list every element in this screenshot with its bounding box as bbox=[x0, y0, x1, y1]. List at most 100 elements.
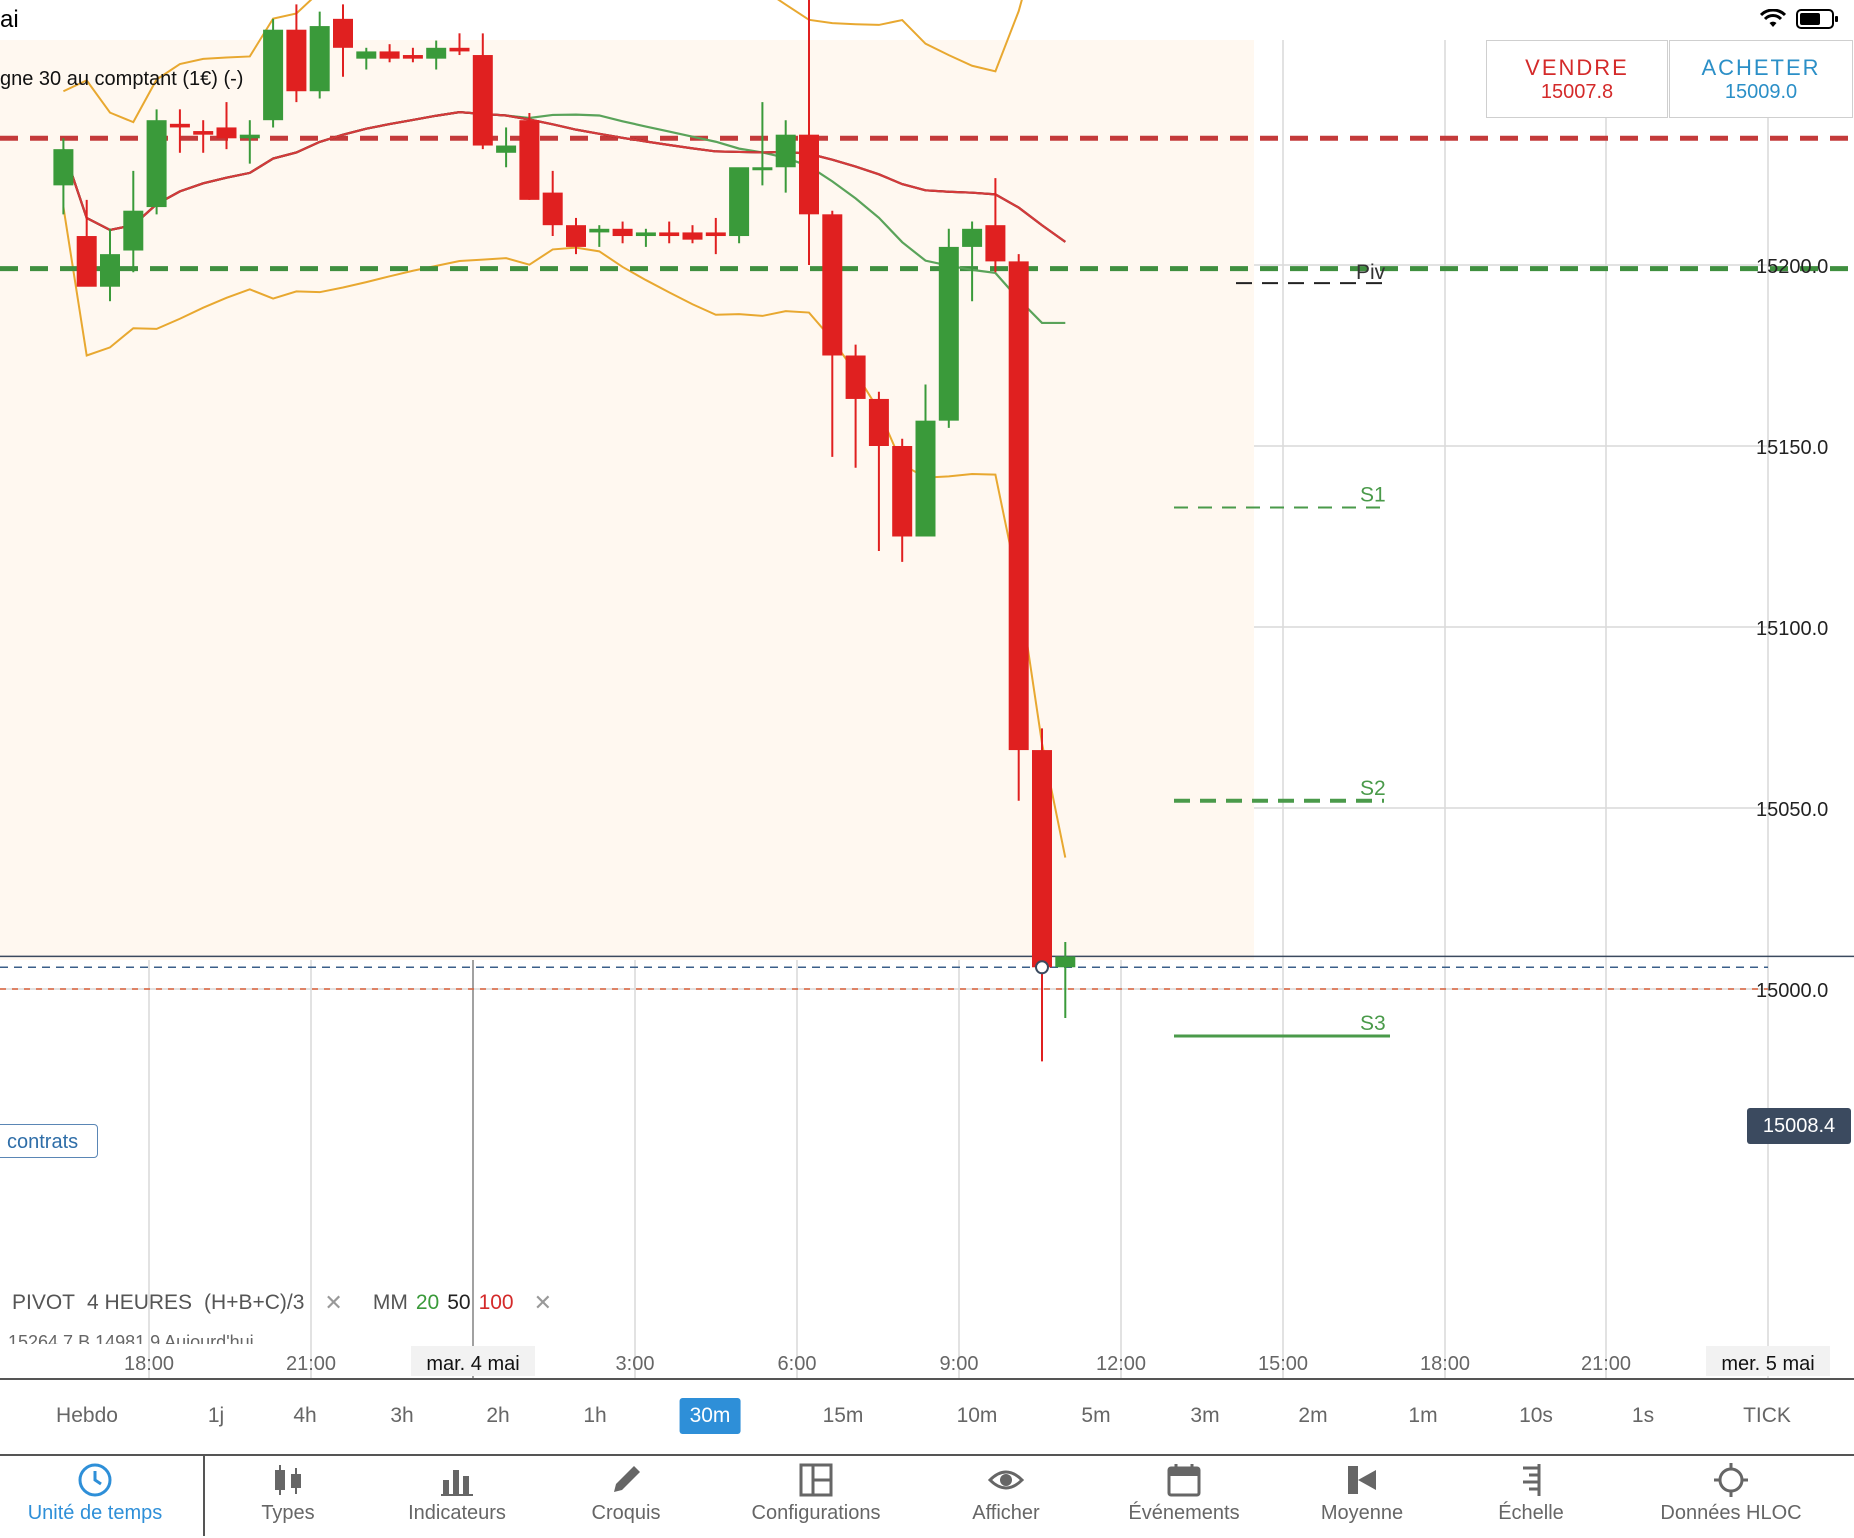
candle[interactable] bbox=[635, 228, 656, 247]
candle[interactable] bbox=[729, 167, 750, 244]
timeframe-2m[interactable]: 2m bbox=[1298, 1404, 1328, 1427]
candle[interactable] bbox=[379, 44, 400, 63]
candle-body bbox=[449, 47, 470, 52]
timeframe-2h[interactable]: 2h bbox=[486, 1404, 510, 1427]
candle[interactable] bbox=[309, 11, 330, 99]
candle[interactable] bbox=[915, 384, 936, 537]
toolbar-scale-button[interactable]: Échelle bbox=[1446, 1462, 1616, 1525]
candle[interactable] bbox=[123, 170, 144, 273]
timeframe-1s[interactable]: 1s bbox=[1631, 1404, 1655, 1427]
candle[interactable] bbox=[53, 138, 74, 215]
remove-ma-icon[interactable]: ✕ bbox=[533, 1290, 553, 1315]
sell-button[interactable]: VENDRE 15007.8 bbox=[1486, 40, 1668, 118]
candle[interactable] bbox=[216, 102, 237, 150]
buy-button[interactable]: ACHETER 15009.0 bbox=[1669, 40, 1853, 118]
time-axis-label: 21:00 bbox=[286, 1353, 336, 1375]
candle[interactable] bbox=[426, 40, 447, 70]
candle[interactable] bbox=[542, 170, 563, 237]
ma-20-label: 20 bbox=[415, 1291, 440, 1314]
timeframe-10m[interactable]: 10m bbox=[956, 1404, 998, 1427]
timeframe-3h[interactable]: 3h bbox=[390, 1404, 414, 1427]
candle[interactable] bbox=[589, 225, 610, 247]
remove-pivot-icon[interactable]: ✕ bbox=[324, 1290, 343, 1315]
toolbar-eye-button[interactable]: Afficher bbox=[921, 1462, 1091, 1525]
timeframe-1m[interactable]: 1m bbox=[1408, 1404, 1438, 1427]
candle[interactable] bbox=[938, 228, 959, 428]
candle[interactable] bbox=[519, 112, 540, 200]
candle[interactable] bbox=[239, 120, 260, 164]
candle[interactable] bbox=[193, 120, 214, 153]
candle[interactable] bbox=[799, 0, 819, 265]
candle[interactable] bbox=[1008, 254, 1029, 801]
candle[interactable] bbox=[169, 109, 190, 153]
ma-100-line bbox=[62, 111, 1066, 243]
buy-price: 15009.0 bbox=[1724, 81, 1798, 103]
candle[interactable] bbox=[845, 344, 866, 468]
toolbar-layout-button[interactable]: Configurations bbox=[731, 1462, 901, 1525]
timeframe-15m[interactable]: 15m bbox=[822, 1404, 864, 1427]
candle[interactable] bbox=[356, 47, 377, 70]
toolbar-label: Types bbox=[261, 1502, 315, 1524]
candle[interactable] bbox=[1055, 941, 1076, 1018]
candle[interactable] bbox=[566, 217, 586, 255]
candle[interactable] bbox=[775, 120, 796, 193]
toolbar-candles-button[interactable]: Types bbox=[203, 1462, 373, 1525]
candle[interactable] bbox=[1032, 728, 1052, 1062]
toolbar-pencil-button[interactable]: Croquis bbox=[541, 1462, 711, 1525]
candle-body bbox=[1055, 956, 1076, 968]
candle[interactable] bbox=[822, 210, 843, 457]
candle-body bbox=[333, 18, 353, 48]
candle[interactable] bbox=[962, 221, 983, 302]
candle-body bbox=[845, 355, 866, 399]
toolbar-bars-button[interactable]: Indicateurs bbox=[372, 1462, 542, 1525]
timeframe-1h[interactable]: 1h bbox=[583, 1404, 607, 1427]
bollinger-upper bbox=[62, 0, 1023, 124]
toolbar-calendar-button[interactable]: Événements bbox=[1099, 1462, 1269, 1525]
candle-body bbox=[752, 167, 773, 171]
timeframe-1j[interactable]: 1j bbox=[207, 1404, 225, 1427]
candle[interactable] bbox=[286, 4, 307, 103]
candle[interactable] bbox=[496, 127, 517, 168]
current-price-tag: 15008.4 bbox=[1747, 1108, 1851, 1144]
candle-body bbox=[799, 134, 819, 215]
timeframe-5m[interactable]: 5m bbox=[1081, 1404, 1111, 1427]
timeframe-tick[interactable]: TICK bbox=[1743, 1404, 1791, 1427]
price-axis-label: 15150.0 bbox=[1756, 437, 1828, 459]
price-axis-label: 15100.0 bbox=[1756, 618, 1828, 640]
candle[interactable] bbox=[100, 228, 120, 302]
timeframe-10s[interactable]: 10s bbox=[1519, 1404, 1553, 1427]
candle[interactable] bbox=[472, 33, 493, 150]
candle-body bbox=[286, 29, 307, 92]
toolbar-crosshair-button[interactable]: Données HLOC bbox=[1646, 1462, 1816, 1525]
candle[interactable] bbox=[752, 102, 773, 186]
candle[interactable] bbox=[402, 47, 423, 63]
timeframe-3m[interactable]: 3m bbox=[1190, 1404, 1220, 1427]
candle[interactable] bbox=[263, 18, 284, 128]
candle[interactable] bbox=[985, 178, 1006, 273]
candle[interactable] bbox=[682, 225, 703, 244]
position-contracts-tag[interactable]: contrats bbox=[0, 1124, 98, 1158]
time-axis-label: 12:00 bbox=[1096, 1353, 1146, 1375]
candle[interactable] bbox=[333, 4, 353, 77]
timeframe-4h[interactable]: 4h bbox=[293, 1404, 317, 1427]
candle[interactable] bbox=[705, 217, 726, 255]
s1-label: S1 bbox=[1360, 484, 1386, 507]
candle[interactable] bbox=[892, 438, 913, 562]
calendar-icon bbox=[1167, 1464, 1201, 1497]
toolbar-clock-button[interactable]: Unité de temps bbox=[10, 1462, 180, 1525]
toolbar-average-button[interactable]: Moyenne bbox=[1277, 1462, 1447, 1525]
timeframe-30m[interactable]: 30m bbox=[679, 1398, 741, 1434]
candle[interactable] bbox=[659, 221, 680, 244]
candle[interactable] bbox=[76, 199, 97, 287]
candle[interactable] bbox=[146, 109, 167, 215]
candle[interactable] bbox=[612, 221, 633, 244]
candle[interactable] bbox=[449, 33, 470, 56]
toolbar-label: Configurations bbox=[751, 1502, 881, 1524]
candle[interactable] bbox=[868, 391, 889, 551]
ma-50-label: 50 bbox=[447, 1291, 471, 1314]
wifi-icon bbox=[1760, 9, 1786, 27]
pivot-formula: (H+B+C)/3 bbox=[204, 1291, 305, 1314]
eye-icon bbox=[988, 1470, 1024, 1490]
timeframe-hebdo[interactable]: Hebdo bbox=[56, 1404, 118, 1427]
